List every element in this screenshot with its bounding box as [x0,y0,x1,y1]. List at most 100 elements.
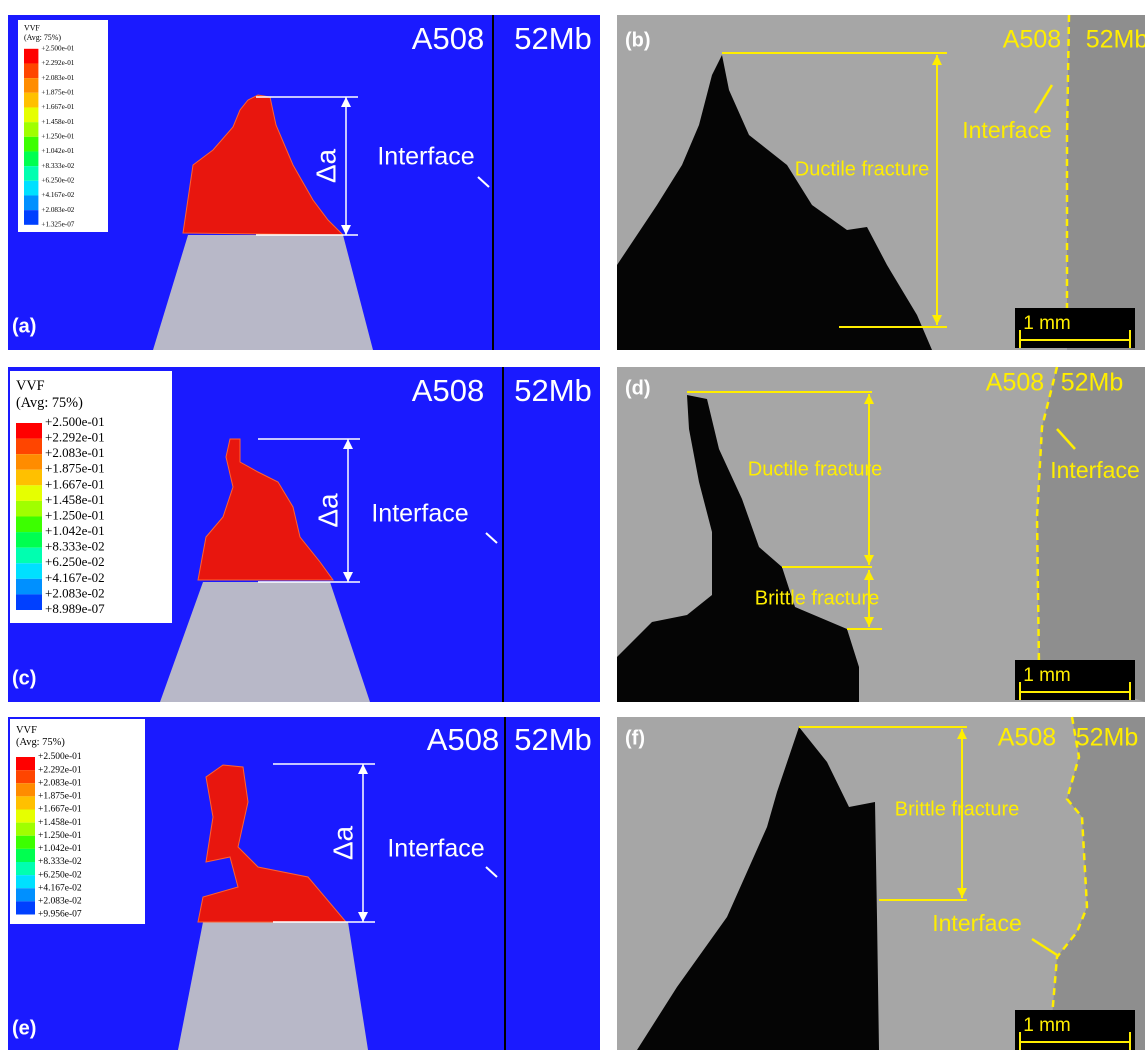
legend-swatch [24,107,38,122]
crack-extension-label: Δa [312,493,343,528]
legend-swatch [16,517,42,533]
weld-region [1037,367,1145,702]
scale-bar-label: 1 mm [1023,313,1071,334]
interface-label: Interface [371,500,468,528]
legend-value: +8.333e-02 [41,162,74,170]
legend-swatch [24,93,38,108]
legend-swatch [24,49,38,64]
annotation: Ductile fracture [748,458,883,480]
material-label: A508 [412,21,484,56]
legend: VVF(Avg: 75%)+2.500e-01+2.292e-01+2.083e… [10,719,145,924]
legend-swatch [16,836,35,849]
panel-label: (d) [625,377,651,399]
legend-swatch [24,210,38,225]
legend-swatch [16,875,35,888]
interface-label: Interface [932,910,1022,936]
legend-value: +4.167e-02 [38,883,82,893]
legend-swatch [16,548,42,564]
legend-swatch [16,579,42,595]
legend-swatch [16,439,42,455]
legend-title: VVF [24,23,40,32]
interface-label: Interface [1050,457,1140,483]
legend-swatch [16,770,35,783]
legend-value: +8.333e-02 [38,857,82,867]
simulation-panel: A50852MbInterfaceΔa(e)VVF(Avg: 75%)+2.50… [8,717,600,1050]
legend-swatch [24,166,38,181]
micrograph-panel: Ductile fracture Brittle fracture A508 52Mb… [617,367,1145,702]
legend-swatch [24,63,38,78]
legend-swatch [16,423,42,439]
legend-value: +9.956e-07 [38,910,82,920]
legend-swatch [16,823,35,836]
legend-swatch [24,181,38,196]
notch [178,922,368,1050]
weld-region [1067,15,1145,350]
legend-swatch [16,796,35,809]
legend-swatch [16,783,35,796]
legend-value: +6.250e-02 [41,176,74,184]
legend-value: +1.875e-01 [41,88,74,96]
legend-swatch [24,195,38,210]
panel-label: (e) [12,1017,36,1039]
crack-extension-label: Δa [327,825,358,860]
legend-value: +1.250e-01 [38,831,82,841]
legend-swatch [16,501,42,517]
annotation: Brittle fracture [755,587,879,609]
legend-swatch [24,137,38,152]
material-label: 52Mb [514,21,592,56]
interface-label: Interface [377,143,474,171]
legend-value: +2.500e-01 [41,44,74,52]
material-label: A508 [986,369,1044,397]
legend-swatch [16,454,42,470]
legend-value: +1.250e-01 [45,507,105,522]
legend-swatch [16,470,42,486]
legend-value: +2.292e-01 [41,59,74,67]
panel-label: (c) [12,667,36,689]
material-label: A508 [1003,26,1061,54]
legend-value: +1.458e-01 [38,818,82,828]
annotation: Ductile fracture [795,158,930,180]
legend-subtitle: (Avg: 75%) [24,33,61,42]
legend-swatch [16,849,35,862]
legend-value: +6.250e-02 [38,870,82,880]
micrograph-panel: Ductile fractureA50852MbInterface1 mm(b) [617,15,1145,350]
legend-value: +1.667e-01 [41,103,74,111]
legend-value: +2.292e-01 [38,765,82,775]
legend-swatch [16,810,35,823]
legend-value: +1.325e-07 [41,220,74,228]
legend-subtitle: (Avg: 75%) [16,395,83,411]
legend-value: +1.250e-01 [41,132,74,140]
material-label: A508 [412,373,484,408]
legend: VVF(Avg: 75%)+2.500e-01+2.292e-01+2.083e… [10,371,172,623]
material-label: A508 [427,722,499,757]
legend: VVF(Avg: 75%) +2.500e-01 +2.292e-01 +2.083e… [18,20,108,232]
scale-bar-label: 1 mm [1023,665,1071,686]
legend-value: +1.042e-01 [41,147,74,155]
panel-label: (a) [12,315,36,337]
material-label: 52Mb [514,722,592,757]
legend-swatch [16,757,35,770]
legend-swatch [16,532,42,548]
legend-value: +1.667e-01 [45,476,105,491]
legend-swatch [16,901,35,914]
material-label: 52Mb [1086,26,1145,54]
legend-value: +2.083e-02 [41,206,74,214]
legend-value: +2.083e-01 [45,445,105,460]
legend-value: +1.875e-01 [38,792,82,802]
legend-value: +2.083e-02 [45,585,105,600]
legend-value: +6.250e-02 [45,554,105,569]
legend-value: +4.167e-02 [45,570,105,585]
annotation: Brittle fracture [895,798,1019,820]
material-label: 52Mb [514,373,592,408]
material-label: 52Mb [1061,369,1124,397]
scale-bar-label: 1 mm [1023,1015,1071,1036]
legend-swatch [16,594,42,610]
legend-value: +2.083e-02 [38,897,82,907]
legend-swatch [16,485,42,501]
legend-title: VVF [16,725,37,736]
legend-value: +8.989e-07 [45,601,105,616]
simulation-panel: A508 52Mb Interface Δa (c) VVF(Avg: 75%)+2.50… [8,367,600,702]
legend-swatch [16,862,35,875]
